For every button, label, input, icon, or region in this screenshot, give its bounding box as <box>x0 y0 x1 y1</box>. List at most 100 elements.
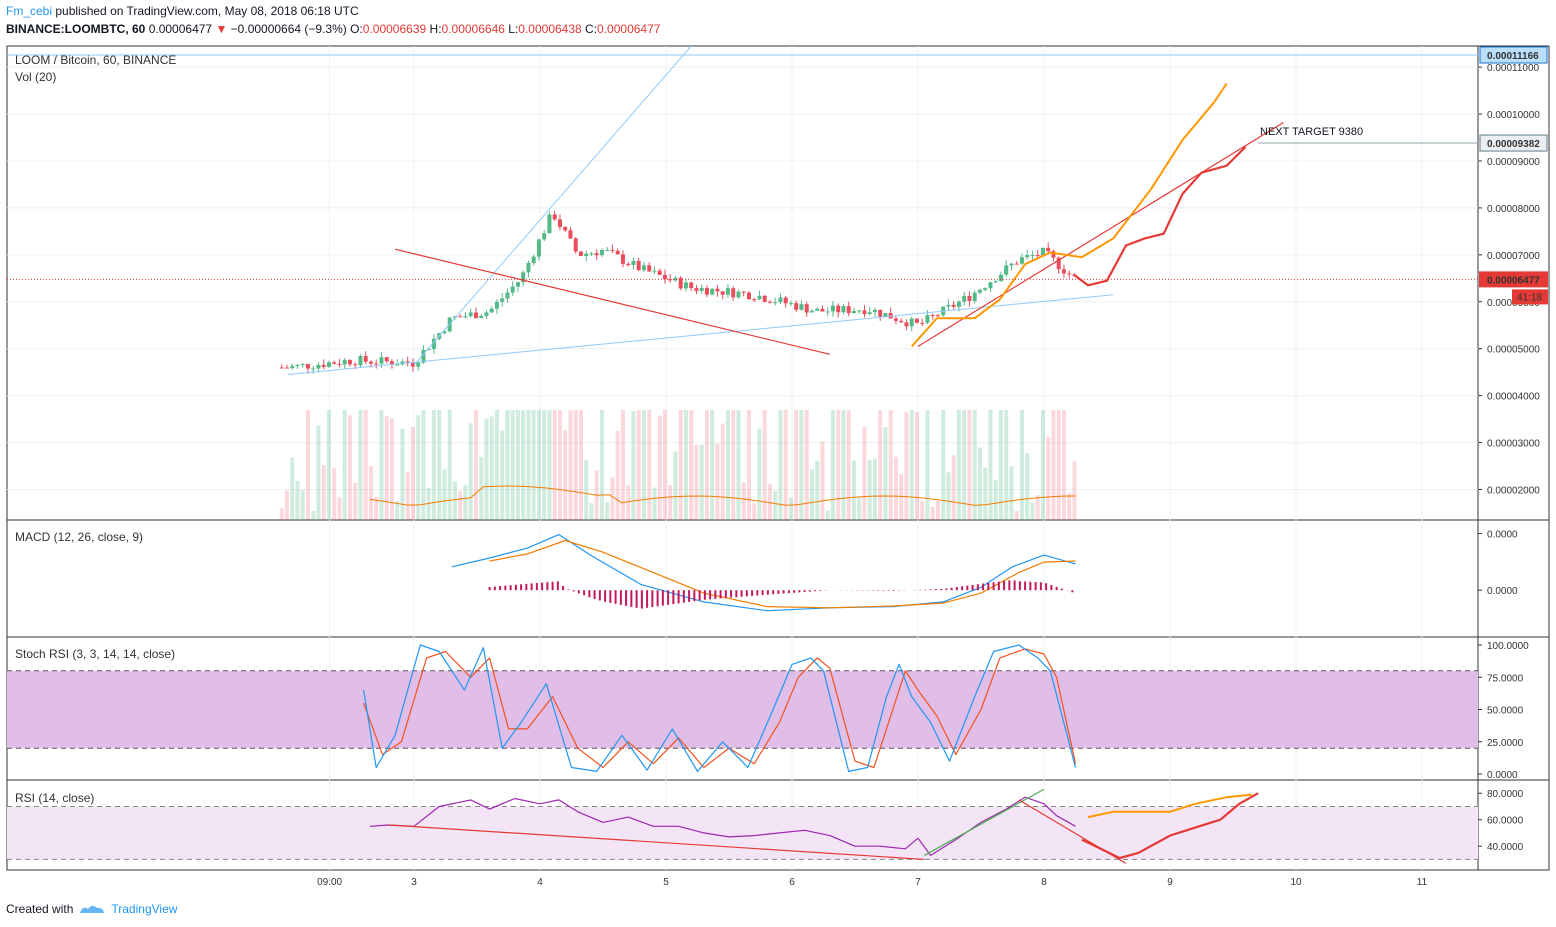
y-tick-label: 0.00003000 <box>1487 439 1540 450</box>
volume-bar <box>862 426 867 520</box>
candle <box>977 288 982 295</box>
candle-body <box>379 357 384 364</box>
top-price-tag <box>1479 46 1548 64</box>
volume-bar <box>788 497 793 520</box>
change-value: −0.00000664 (−9.3%) <box>230 22 347 36</box>
volume-bar <box>279 508 284 520</box>
volume-bar <box>820 441 825 520</box>
candle <box>1046 242 1051 253</box>
candle <box>820 305 825 312</box>
candle <box>668 274 673 283</box>
candle <box>552 210 557 221</box>
candle-body <box>830 305 835 312</box>
candle-body <box>762 295 767 302</box>
candle-body <box>426 348 431 350</box>
candle <box>914 318 919 324</box>
candle-body <box>720 291 725 295</box>
rsi-tick-label: 60.0000 <box>1487 816 1524 827</box>
high-value: 0.00006646 <box>441 22 505 36</box>
volume-bar <box>993 479 998 520</box>
volume-bar <box>1067 493 1072 520</box>
volume-title: Vol (20) <box>15 70 56 84</box>
candle-body <box>846 306 851 314</box>
orange-projection-path <box>910 82 1228 348</box>
candle-body <box>935 315 940 317</box>
volume-bar <box>867 460 872 520</box>
candle <box>972 290 977 304</box>
volume-bar <box>290 457 295 520</box>
candle <box>326 360 331 368</box>
candle-body <box>825 311 830 313</box>
candle-body <box>888 313 893 319</box>
volume-bar <box>893 456 898 520</box>
candle <box>363 351 368 365</box>
volume-bar <box>720 423 725 520</box>
stoch-tick-label: 0.0000 <box>1487 770 1518 781</box>
candle-body <box>584 253 589 257</box>
candle-body <box>389 361 394 365</box>
volume-bar <box>951 455 956 520</box>
candle <box>741 290 746 297</box>
last-value: 0.00006477 <box>148 22 213 36</box>
tradingview-link[interactable]: TradingView <box>111 902 178 916</box>
candle-body <box>568 230 573 239</box>
candle-body <box>1030 254 1035 256</box>
candle-body <box>631 260 636 265</box>
volume-bar <box>841 410 846 520</box>
volume-bar <box>935 500 940 520</box>
volume-bar <box>1030 502 1035 520</box>
volume-bar <box>652 487 657 520</box>
candle <box>689 281 694 291</box>
candle <box>515 281 520 293</box>
candle <box>584 250 589 262</box>
signal-line <box>489 539 1076 609</box>
author-link[interactable]: Fm_cebi <box>6 4 53 18</box>
candle <box>799 300 804 311</box>
volume-bar <box>368 466 373 520</box>
volume-bar <box>405 472 410 520</box>
x-tick-label: 09:00 <box>317 877 342 888</box>
candle-body <box>620 254 625 264</box>
candle-body <box>820 308 825 312</box>
candle-body <box>920 322 925 324</box>
candle <box>846 301 851 317</box>
volume-bar <box>363 410 368 520</box>
next-target-text: NEXT TARGET 9380 <box>1260 126 1363 138</box>
candle-body <box>951 304 956 307</box>
y-tick-label: 0.00011000 <box>1487 63 1540 74</box>
volume-bar <box>1072 461 1077 520</box>
candle-body <box>1056 257 1061 270</box>
candle-body <box>773 302 778 304</box>
y-tick-label: 0.00008000 <box>1487 204 1540 215</box>
candle <box>851 307 856 314</box>
candle-body <box>542 233 547 240</box>
down-arrow-icon: ▼ <box>215 22 228 36</box>
candle <box>878 309 883 321</box>
candle <box>599 248 604 258</box>
volume-bar <box>689 410 694 520</box>
volume-bar <box>1046 436 1051 520</box>
candle-body <box>1051 251 1056 258</box>
volume-bar <box>468 423 473 520</box>
candle <box>489 306 494 314</box>
candle-body <box>473 312 478 319</box>
candle-body <box>683 282 688 289</box>
candle <box>857 309 862 314</box>
candle-body <box>573 238 578 252</box>
volume-bar <box>857 496 862 520</box>
low-label: L: <box>508 22 519 36</box>
candle-body <box>841 306 846 313</box>
candle-body <box>725 288 730 295</box>
candle <box>384 357 389 364</box>
candle-body <box>809 310 814 313</box>
candle <box>951 300 956 311</box>
volume-bar <box>1025 452 1030 520</box>
candle <box>395 359 400 366</box>
volume-bar <box>353 483 358 520</box>
candle <box>909 316 914 332</box>
candle-body <box>741 291 746 293</box>
candle <box>321 359 326 370</box>
candle-body <box>578 251 583 257</box>
candle <box>767 299 772 304</box>
